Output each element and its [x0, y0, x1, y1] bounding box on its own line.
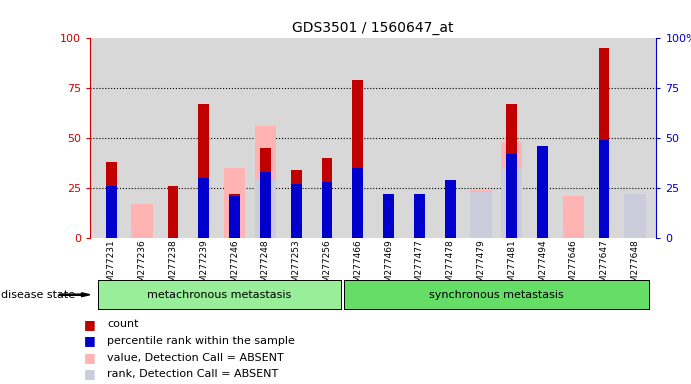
Bar [501, 142, 522, 238]
Text: ■: ■ [84, 351, 96, 364]
Bar [106, 162, 117, 238]
Bar [537, 146, 548, 238]
Text: ■: ■ [84, 318, 96, 331]
Bar [254, 126, 276, 238]
Bar [624, 196, 645, 238]
Bar [507, 154, 517, 238]
Text: ■: ■ [84, 334, 96, 348]
Bar [131, 204, 153, 238]
Text: rank, Detection Call = ABSENT: rank, Detection Call = ABSENT [107, 369, 278, 379]
Title: GDS3501 / 1560647_at: GDS3501 / 1560647_at [292, 21, 454, 35]
Bar [445, 180, 455, 238]
Bar [624, 194, 645, 238]
Bar [229, 196, 240, 238]
Bar [321, 182, 332, 238]
Bar [352, 80, 363, 238]
Text: metachronous metastasis: metachronous metastasis [147, 290, 292, 300]
Bar [445, 182, 455, 238]
Bar [106, 186, 117, 238]
Text: ■: ■ [84, 367, 96, 381]
Bar [291, 170, 301, 238]
Bar [562, 196, 584, 238]
Bar [383, 194, 394, 238]
Bar [198, 178, 209, 238]
Bar [598, 48, 609, 238]
Bar [352, 168, 363, 238]
Bar [198, 104, 209, 238]
Bar [168, 186, 178, 238]
Text: disease state: disease state [1, 290, 75, 300]
Bar [254, 180, 276, 238]
Bar [414, 196, 425, 238]
Bar [470, 190, 492, 238]
Bar [414, 194, 425, 238]
Bar [229, 194, 240, 238]
Bar [537, 148, 548, 238]
Bar [260, 172, 271, 238]
Bar [598, 140, 609, 238]
Bar [470, 192, 492, 238]
Bar [291, 184, 301, 238]
Bar [321, 158, 332, 238]
Text: value, Detection Call = ABSENT: value, Detection Call = ABSENT [107, 353, 284, 362]
Bar [507, 104, 517, 238]
Bar [383, 194, 394, 238]
Bar [501, 168, 522, 238]
Text: synchronous metastasis: synchronous metastasis [429, 290, 564, 300]
Bar [224, 168, 245, 238]
Text: count: count [107, 319, 139, 329]
Text: percentile rank within the sample: percentile rank within the sample [107, 336, 295, 346]
Bar [260, 148, 271, 238]
